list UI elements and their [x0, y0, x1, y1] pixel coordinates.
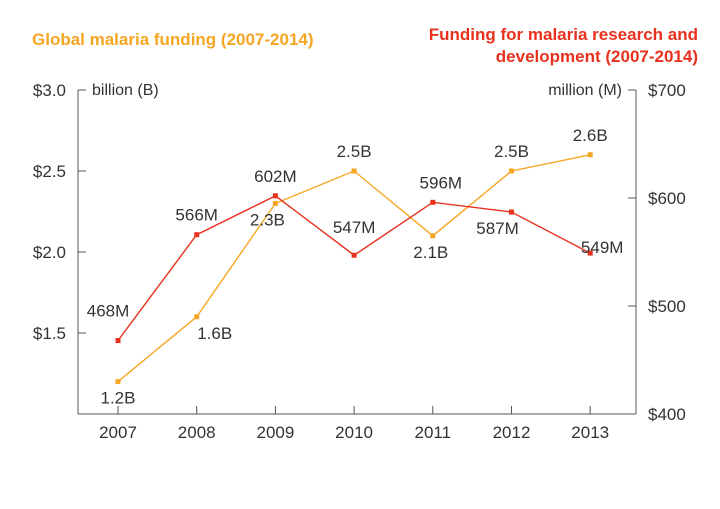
data-label-left: 1.6B	[197, 324, 232, 343]
data-label-right: 549M	[581, 238, 624, 257]
left-axis-tick-label: $2.0	[33, 243, 66, 262]
data-label-left: 1.2B	[101, 389, 136, 408]
data-label-right: 547M	[333, 218, 376, 237]
right-axis-tick-label: $700	[648, 81, 686, 100]
series-point-left	[272, 200, 278, 206]
right-axis-tick-label: $500	[648, 297, 686, 316]
right-axis-tick-label: $400	[648, 405, 686, 424]
series-point-left	[509, 168, 514, 174]
data-label-left: 2.5B	[337, 142, 372, 161]
data-label-right: 468M	[87, 302, 130, 321]
data-label-left: 2.5B	[494, 142, 529, 161]
data-label-right: 587M	[476, 219, 519, 238]
series-point-right	[272, 193, 278, 199]
series-point-right	[194, 232, 200, 238]
data-label-right: 602M	[254, 167, 297, 186]
left-axis-tick-label: $1.5	[33, 324, 66, 343]
series-point-right	[351, 252, 357, 258]
x-axis-tick-label: 2013	[571, 423, 609, 442]
series-point-left	[351, 168, 357, 174]
data-label-left: 2.1B	[413, 243, 448, 262]
series-line-left	[117, 154, 591, 383]
left-axis-tick-label: $3.0	[33, 81, 66, 100]
right-axis-unit-label: million (M)	[548, 82, 622, 99]
series-point-right	[115, 338, 121, 344]
x-axis-tick-label: 2008	[178, 423, 216, 442]
series-point-left	[194, 314, 200, 320]
series-point-left	[115, 379, 121, 385]
series-point-left	[430, 233, 436, 239]
global-funding-title: Global malaria funding (2007-2014)	[32, 30, 314, 49]
x-axis-tick-label: 2007	[99, 423, 137, 442]
x-axis-tick-label: 2009	[256, 423, 294, 442]
data-label-left: 2.3B	[250, 210, 285, 229]
data-label-right: 566M	[175, 206, 218, 225]
left-axis-unit-label: billion (B)	[92, 82, 159, 99]
right-axis-tick-label: $600	[648, 189, 686, 208]
series-point-left	[587, 152, 593, 158]
data-label-left: 2.6B	[573, 126, 608, 145]
x-axis-tick-label: 2010	[335, 423, 373, 442]
research-funding-title: Funding for malaria research and develop…	[428, 25, 698, 66]
series-point-right	[509, 209, 514, 215]
series-point-right	[587, 250, 593, 256]
x-axis-tick-label: 2011	[415, 423, 452, 442]
left-axis-tick-label: $2.5	[33, 162, 66, 181]
x-axis-tick-label: 2012	[493, 423, 531, 442]
series-point-right	[430, 199, 436, 205]
data-label-right: 596M	[420, 173, 463, 192]
